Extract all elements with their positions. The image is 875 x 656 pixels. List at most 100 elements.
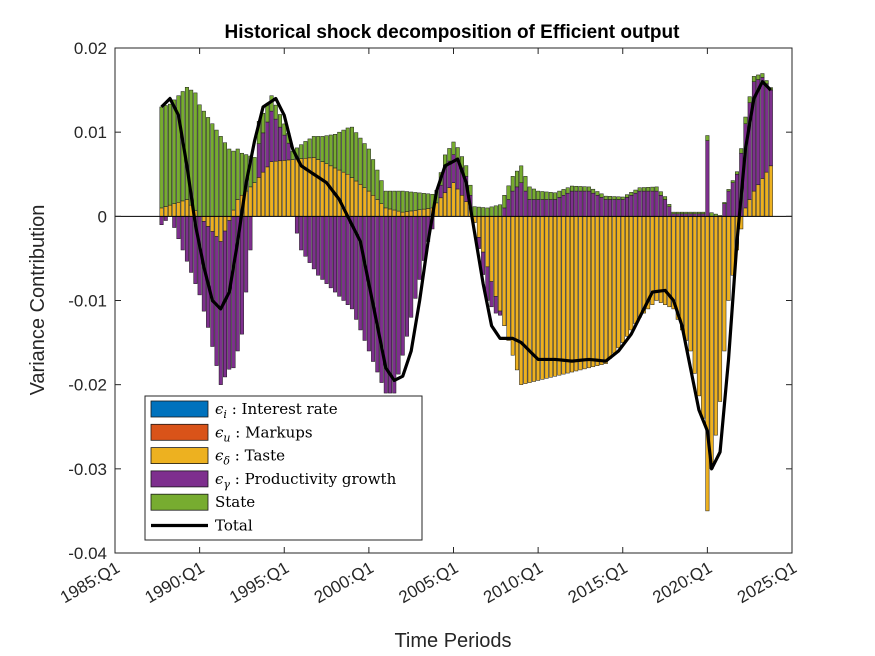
bar-state <box>472 206 477 217</box>
bar-taste <box>569 216 574 373</box>
bar-productivity-growth <box>603 199 608 217</box>
bar-state <box>523 176 528 192</box>
bar-productivity-growth <box>451 154 456 183</box>
bar-taste <box>764 171 769 217</box>
bar-productivity-growth <box>625 197 629 217</box>
bar-productivity-growth <box>341 216 346 301</box>
bar-state <box>751 76 756 82</box>
bar-productivity-growth <box>730 182 735 217</box>
bar-state <box>333 134 338 169</box>
bar-state <box>646 187 651 192</box>
bar-state <box>426 193 431 209</box>
bar-taste <box>637 216 642 318</box>
bar-taste <box>223 216 227 232</box>
bar-state <box>265 104 270 123</box>
bar-productivity-growth <box>261 132 266 173</box>
bar-state <box>527 186 532 200</box>
bar-state <box>582 186 587 192</box>
bar-state <box>696 211 701 215</box>
bar-state <box>362 143 367 188</box>
bar-taste <box>252 182 257 217</box>
bar-taste <box>485 216 490 268</box>
bar-taste <box>713 216 718 436</box>
legend-swatch-interest-rate <box>150 400 209 418</box>
bar-taste <box>519 216 524 385</box>
bar-state <box>688 211 693 215</box>
bar-state <box>328 134 333 167</box>
bar-taste <box>286 159 291 217</box>
bar-state <box>227 148 232 217</box>
bar-productivity-growth <box>553 199 558 217</box>
bar-state <box>210 123 215 217</box>
bar-productivity-growth <box>540 199 545 217</box>
bar-state <box>561 189 566 196</box>
bar-productivity-growth <box>735 174 739 217</box>
bar-state <box>654 186 659 192</box>
bar-productivity-growth <box>612 199 617 217</box>
bar-taste <box>654 216 659 301</box>
bar-taste <box>620 216 625 343</box>
bar-productivity-growth <box>294 216 299 234</box>
bar-productivity-growth <box>578 190 583 217</box>
bar-productivity-growth <box>599 197 604 217</box>
bar-state <box>193 92 198 211</box>
bar-taste <box>358 184 363 217</box>
bar-state <box>760 73 765 78</box>
bar-state <box>709 212 714 217</box>
bar-state <box>404 191 409 212</box>
bar-taste <box>383 207 388 217</box>
bar-state <box>349 126 354 178</box>
bar-state <box>684 211 689 215</box>
bar-taste <box>498 216 503 312</box>
bar-taste <box>671 216 676 310</box>
bar-taste <box>290 159 295 217</box>
bar-productivity-growth <box>768 89 773 167</box>
bar-taste <box>163 206 168 217</box>
bar-productivity-growth <box>404 216 409 337</box>
bar-taste <box>278 160 282 217</box>
bar-taste <box>379 203 384 217</box>
bar-state <box>447 148 452 162</box>
bar-taste <box>426 208 431 217</box>
bar-taste <box>557 216 562 376</box>
bar-state <box>358 137 363 185</box>
bar-state <box>574 185 579 192</box>
bar-taste <box>692 216 697 374</box>
y-tick-label: -0.02 <box>68 376 107 395</box>
bar-productivity-growth <box>320 216 325 280</box>
bar-state <box>163 105 168 207</box>
bar-taste <box>409 210 414 217</box>
bar-state <box>557 190 562 198</box>
bar-state <box>633 189 638 194</box>
bar-taste <box>603 216 608 364</box>
bar-taste <box>548 216 553 378</box>
bar-state <box>705 135 710 141</box>
bar-productivity-growth <box>608 199 613 217</box>
bar-taste <box>633 216 638 324</box>
bar-taste <box>726 216 731 301</box>
bar-state <box>565 187 570 194</box>
bar-state <box>650 186 655 192</box>
bar-taste <box>172 203 177 217</box>
bar-taste <box>578 216 583 371</box>
bar-state <box>680 211 684 215</box>
bar-taste <box>227 216 232 221</box>
bar-taste <box>307 157 312 217</box>
bar-productivity-growth <box>637 190 642 217</box>
bar-state <box>701 211 706 215</box>
bar-productivity-growth <box>184 216 189 262</box>
bar-state <box>735 171 739 175</box>
bar-taste <box>544 216 549 379</box>
bar-state <box>299 144 304 159</box>
bar-state <box>400 190 405 213</box>
bar-taste <box>316 159 321 217</box>
bar-state <box>383 190 388 209</box>
bar-productivity-growth <box>210 231 215 347</box>
bar-taste <box>489 216 494 282</box>
legend-label-productivity-growth: ϵγ : Productivity growth <box>215 470 397 491</box>
bar-state <box>366 148 371 192</box>
bar-state <box>625 194 629 198</box>
bar-productivity-growth <box>582 190 587 217</box>
chart-title: Historical shock decomposition of Effici… <box>225 22 681 43</box>
bar-productivity-growth <box>557 197 562 217</box>
